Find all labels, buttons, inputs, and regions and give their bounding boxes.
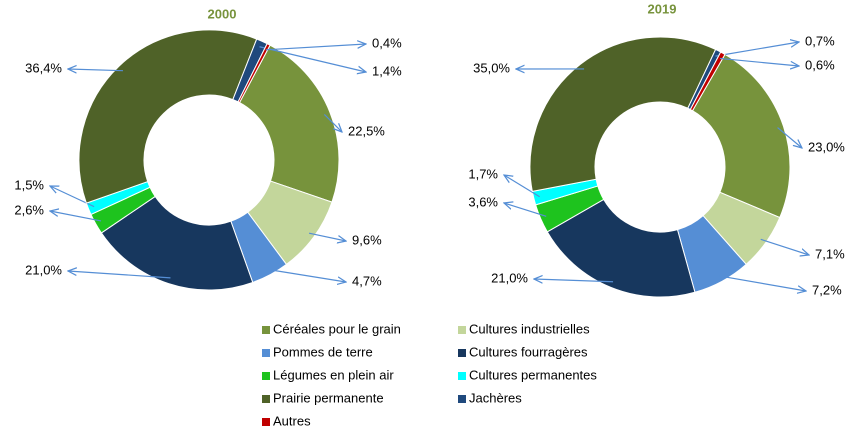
- legend-swatch: [262, 395, 270, 403]
- data-label: 0,6%: [805, 57, 835, 72]
- label-arrow: [267, 269, 346, 282]
- data-label: 35,0%: [473, 60, 510, 75]
- legend-label: Prairie permanente: [273, 390, 384, 405]
- legend-label: Autres: [273, 413, 311, 428]
- legend-label: Cultures fourragères: [469, 344, 588, 359]
- label-arrow: [68, 69, 123, 71]
- label-arrow: [719, 276, 806, 291]
- legend-swatch: [262, 372, 270, 380]
- legend-swatch: [458, 395, 466, 403]
- label-arrow: [715, 42, 799, 56]
- donut-segment: [79, 30, 257, 203]
- label-arrow: [761, 239, 809, 255]
- data-label: 2,6%: [14, 202, 44, 217]
- data-label: 36,4%: [25, 60, 62, 75]
- legend-swatch: [262, 349, 270, 357]
- legend-label: Jachères: [469, 390, 522, 405]
- legend-swatch: [262, 326, 270, 334]
- label-arrow: [309, 233, 346, 241]
- data-label: 7,1%: [815, 246, 845, 261]
- legend-label: Céréales pour le grain: [273, 321, 401, 336]
- data-label: 1,5%: [14, 177, 44, 192]
- data-label: 9,6%: [352, 232, 382, 247]
- data-label: 21,0%: [491, 270, 528, 285]
- legend-swatch: [458, 326, 466, 334]
- legend-swatch: [458, 349, 466, 357]
- chart-title: 2019: [648, 1, 677, 16]
- chart-title: 2000: [208, 6, 237, 21]
- data-label: 22,5%: [348, 123, 385, 138]
- data-label: 7,2%: [812, 282, 842, 297]
- legend-swatch: [458, 372, 466, 380]
- data-label: 0,7%: [805, 33, 835, 48]
- legend-swatch: [262, 418, 270, 426]
- data-label: 1,7%: [468, 166, 498, 181]
- data-label: 23,0%: [808, 139, 845, 154]
- data-label: 3,6%: [468, 194, 498, 209]
- legend-label: Cultures industrielles: [469, 321, 590, 336]
- data-label: 21,0%: [25, 262, 62, 277]
- label-arrow: [266, 44, 366, 50]
- legend-label: Légumes en plein air: [273, 367, 394, 382]
- data-label: 4,7%: [352, 273, 382, 288]
- data-label: 1,4%: [372, 63, 402, 78]
- legend-label: Pommes de terre: [273, 344, 373, 359]
- data-label: 0,4%: [372, 35, 402, 50]
- donut-segment: [530, 37, 716, 191]
- legend-label: Cultures permanentes: [469, 367, 597, 382]
